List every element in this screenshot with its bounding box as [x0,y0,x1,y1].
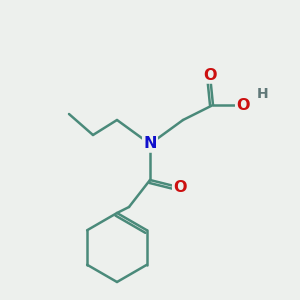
Text: N: N [143,136,157,152]
Text: O: O [203,68,217,82]
Text: O: O [236,98,250,112]
Text: H: H [257,88,268,101]
Text: O: O [173,180,187,195]
